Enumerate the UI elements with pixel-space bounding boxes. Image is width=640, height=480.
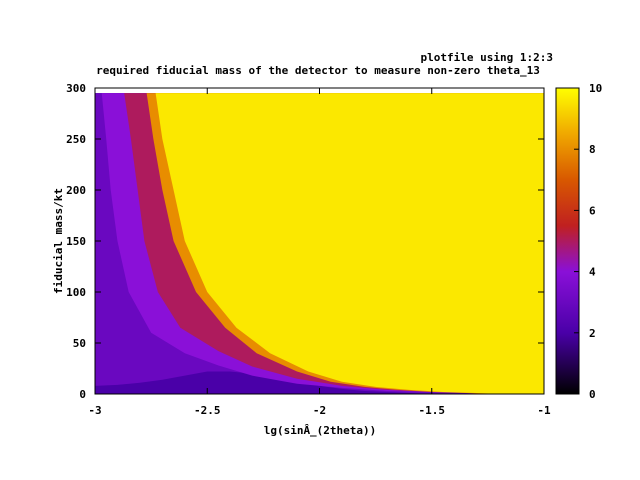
colorbar-gradient (555, 87, 580, 395)
colorbar-tick-label: 8 (589, 143, 596, 156)
x-tick-label: -1 (537, 404, 551, 417)
x-tick-label: -3 (88, 404, 101, 417)
y-tick-label: 50 (73, 337, 86, 350)
y-tick-label: 0 (79, 388, 86, 401)
colorbar-tick-label: 4 (589, 266, 596, 279)
colorbar-tick-label: 0 (589, 388, 596, 401)
colorbar: 0 2 4 6 8 10 (555, 82, 602, 401)
x-axis-label: lg(sinÂ_(2theta)) (264, 424, 377, 437)
chart-title: required fiducial mass of the detector t… (96, 64, 540, 77)
heatmap-region-level-9.6 (155, 93, 545, 394)
y-axis: 0 50 100 150 200 250 300 (66, 82, 544, 401)
x-tick-label: -2.5 (194, 404, 221, 417)
x-tick-label: -1.5 (419, 404, 446, 417)
y-tick-label: 100 (66, 286, 86, 299)
key-title: plotfile using 1:2:3 (421, 51, 553, 64)
y-tick-label: 250 (66, 133, 86, 146)
x-tick-label: -2 (313, 404, 326, 417)
y-axis-label: fiducial mass/kt (52, 188, 65, 294)
colorbar-tick-label: 6 (589, 204, 596, 217)
y-tick-label: 200 (66, 184, 86, 197)
x-axis: -3 -2.5 -2 -1.5 -1 (88, 88, 551, 417)
y-tick-label: 150 (66, 235, 86, 248)
colorbar-ticks: 0 2 4 6 8 10 (574, 82, 602, 401)
colorbar-tick-label: 10 (589, 82, 602, 95)
plot-area (95, 93, 545, 394)
y-tick-label: 300 (66, 82, 86, 95)
colorbar-tick-label: 2 (589, 327, 596, 340)
